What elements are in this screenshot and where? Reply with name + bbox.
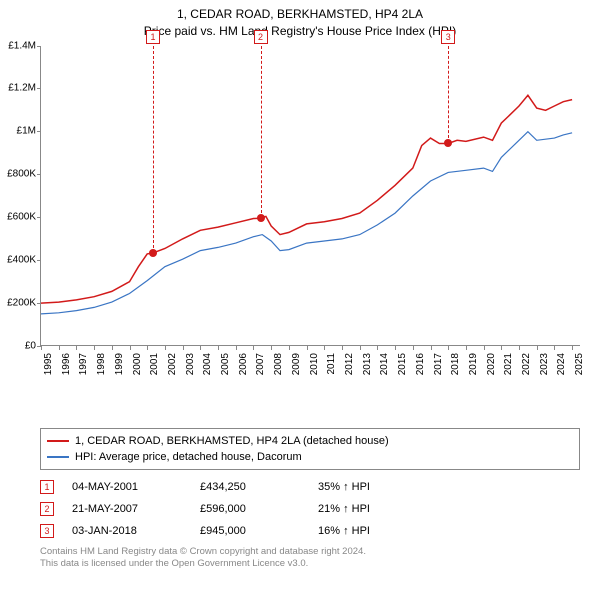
x-tick-label: 1998 — [96, 353, 107, 375]
legend-label: 1, CEDAR ROAD, BERKHAMSTED, HP4 2LA (det… — [75, 435, 389, 447]
sale-marker-box: 3 — [441, 30, 455, 44]
x-tick-label: 1999 — [114, 353, 125, 375]
sale-marker-dot — [149, 249, 157, 257]
y-tick-label: £1.4M — [0, 40, 36, 51]
title-line-2: Price paid vs. HM Land Registry's House … — [0, 23, 600, 40]
y-tick-label: £600K — [0, 212, 36, 223]
series-line-price_paid — [41, 95, 572, 303]
x-tick-label: 2015 — [397, 353, 408, 375]
y-tick-label: £200K — [0, 297, 36, 308]
legend-swatch — [47, 440, 69, 442]
sale-row-price: £945,000 — [200, 525, 300, 537]
y-tick-label: £0 — [0, 340, 36, 351]
sale-marker-line — [261, 46, 262, 218]
x-tick-label: 2019 — [468, 353, 479, 375]
legend: 1, CEDAR ROAD, BERKHAMSTED, HP4 2LA (det… — [40, 428, 580, 470]
x-axis-labels: 1995 1996 1997 1998 1999 2000 2001 2002 2003 2004… — [40, 351, 580, 391]
x-tick-label: 2024 — [556, 353, 567, 375]
sale-row-diff: 16% ↑ HPI — [318, 525, 418, 537]
y-tick-label: £400K — [0, 254, 36, 265]
y-tick-label: £1M — [0, 126, 36, 137]
y-axis-labels: £0£200K£400K£600K£800K£1M£1.2M£1.4M — [0, 46, 38, 386]
sale-row-date: 04-MAY-2001 — [72, 481, 182, 493]
y-tick-label: £800K — [0, 169, 36, 180]
sale-marker-line — [153, 46, 154, 253]
title-line-1: 1, CEDAR ROAD, BERKHAMSTED, HP4 2LA — [0, 6, 600, 23]
x-tick-label: 2008 — [273, 353, 284, 375]
x-tick-label: 2017 — [433, 353, 444, 375]
x-tick-label: 2012 — [344, 353, 355, 375]
x-tick-label: 2009 — [291, 353, 302, 375]
footer-line-1: Contains HM Land Registry data © Crown c… — [40, 546, 580, 558]
legend-label: HPI: Average price, detached house, Daco… — [75, 451, 302, 463]
sale-row-marker: 3 — [40, 524, 54, 538]
chart-lines — [41, 46, 581, 346]
x-tick-label: 2016 — [415, 353, 426, 375]
x-tick-label: 1997 — [78, 353, 89, 375]
sale-row-diff: 21% ↑ HPI — [318, 503, 418, 515]
x-tick-label: 1996 — [61, 353, 72, 375]
sale-row: 2 21-MAY-2007 £596,000 21% ↑ HPI — [40, 498, 580, 520]
sale-row-marker: 2 — [40, 502, 54, 516]
sale-marker-dot — [257, 214, 265, 222]
sale-row-date: 21-MAY-2007 — [72, 503, 182, 515]
footer-line-2: This data is licensed under the Open Gov… — [40, 558, 580, 570]
footer-attribution: Contains HM Land Registry data © Crown c… — [40, 546, 580, 571]
x-tick-label: 2000 — [132, 353, 143, 375]
x-tick-label: 2004 — [202, 353, 213, 375]
chart: £0£200K£400K£600K£800K£1M£1.2M£1.4M 123 … — [40, 46, 600, 386]
sale-row-marker: 1 — [40, 480, 54, 494]
x-tick-label: 2001 — [149, 353, 160, 375]
sale-marker-box: 2 — [254, 30, 268, 44]
sale-row-diff: 35% ↑ HPI — [318, 481, 418, 493]
x-tick-label: 2018 — [450, 353, 461, 375]
x-tick-label: 2010 — [309, 353, 320, 375]
x-tick-label: 2020 — [486, 353, 497, 375]
x-tick-label: 2013 — [362, 353, 373, 375]
x-tick-label: 2011 — [326, 353, 337, 375]
x-tick-label: 2003 — [185, 353, 196, 375]
sales-table: 1 04-MAY-2001 £434,250 35% ↑ HPI 2 21-MAY-200… — [40, 476, 580, 542]
legend-swatch — [47, 456, 69, 458]
x-tick-label: 2007 — [255, 353, 266, 375]
chart-title-block: 1, CEDAR ROAD, BERKHAMSTED, HP4 2LA Pric… — [0, 0, 600, 40]
sale-marker-dot — [444, 139, 452, 147]
x-tick-label: 2025 — [574, 353, 585, 375]
x-tick-label: 2023 — [539, 353, 550, 375]
legend-row: HPI: Average price, detached house, Daco… — [47, 449, 573, 465]
x-tick-label: 2006 — [238, 353, 249, 375]
x-tick-label: 2014 — [379, 353, 390, 375]
x-tick-label: 2002 — [167, 353, 178, 375]
x-tick-label: 1995 — [43, 353, 54, 375]
x-tick-label: 2022 — [521, 353, 532, 375]
sale-row-price: £596,000 — [200, 503, 300, 515]
plot-area: 123 — [40, 46, 580, 346]
x-tick-label: 2021 — [503, 353, 514, 375]
sale-row-price: £434,250 — [200, 481, 300, 493]
legend-row: 1, CEDAR ROAD, BERKHAMSTED, HP4 2LA (det… — [47, 433, 573, 449]
sale-row: 1 04-MAY-2001 £434,250 35% ↑ HPI — [40, 476, 580, 498]
y-tick-label: £1.2M — [0, 83, 36, 94]
sale-row-date: 03-JAN-2018 — [72, 525, 182, 537]
sale-row: 3 03-JAN-2018 £945,000 16% ↑ HPI — [40, 520, 580, 542]
x-tick-label: 2005 — [220, 353, 231, 375]
sale-marker-box: 1 — [146, 30, 160, 44]
sale-marker-line — [448, 46, 449, 144]
